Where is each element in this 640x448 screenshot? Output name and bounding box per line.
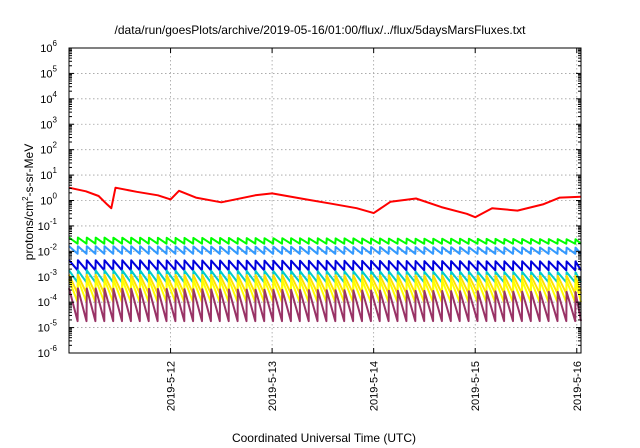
y-tick-exponent: -6: [50, 344, 58, 353]
y-tick-exponent: 0: [53, 192, 58, 201]
x-tick-label: 2019-5-13: [267, 361, 279, 411]
y-tick-label: 103: [40, 115, 57, 131]
y-tick-exponent: 2: [53, 141, 58, 150]
y-tick-exponent: -4: [50, 293, 58, 302]
y-tick-exponent: 5: [53, 64, 58, 73]
y-tick-exponent: 6: [53, 39, 58, 48]
y-tick-label: 104: [40, 90, 57, 106]
y-axis-label: protons/cm2-s-sr-MeV: [21, 144, 36, 260]
y-tick-exponent: -5: [50, 319, 58, 328]
series-layer: [68, 186, 582, 323]
y-tick-label: 106: [40, 39, 57, 55]
y-axis-label-sup: 2: [21, 196, 30, 201]
x-tick-label: 2019-5-15: [470, 361, 482, 411]
y-tick-label: 102: [40, 141, 57, 157]
y-axis-label-suffix: -s-sr-MeV: [22, 144, 36, 197]
series-line-1: [68, 186, 582, 219]
y-tick-label: 100: [40, 192, 57, 208]
chart-title: /data/run/goesPlots/archive/2019-05-16/0…: [115, 23, 527, 37]
x-axis-label: Coordinated Universal Time (UTC): [232, 431, 416, 445]
y-tick-exponent: -1: [50, 217, 58, 226]
series-line-8: [68, 287, 582, 323]
x-tick-label: 2019-5-16: [572, 361, 584, 411]
y-tick-label: 101: [40, 166, 57, 182]
y-tick-label: 105: [40, 64, 57, 80]
y-tick-label: 10-2: [38, 242, 58, 258]
y-tick-label: 10-5: [38, 319, 58, 335]
y-tick-label: 10-4: [38, 293, 58, 309]
y-axis-label-prefix: protons/cm: [22, 201, 36, 260]
y-tick-exponent: -2: [50, 242, 58, 251]
y-tick-exponent: -3: [50, 268, 58, 277]
x-tick-label: 2019-5-14: [369, 361, 381, 411]
x-axis: 2019-5-12 2019-5-13 2019-5-14 2019-5-15 2019…: [166, 48, 584, 411]
y-tick-exponent: 4: [53, 90, 58, 99]
y-tick-exponent: 3: [53, 115, 58, 124]
series-line-2: [68, 236, 582, 245]
series-line-4: [68, 259, 582, 272]
y-tick-label: 10-1: [38, 217, 58, 233]
series-line-3: [68, 245, 582, 255]
y-tick-exponent: 1: [53, 166, 58, 175]
y-tick-label: 10-3: [38, 268, 58, 284]
x-tick-label: 2019-5-12: [166, 361, 178, 411]
y-tick-label: 10-6: [38, 344, 58, 360]
